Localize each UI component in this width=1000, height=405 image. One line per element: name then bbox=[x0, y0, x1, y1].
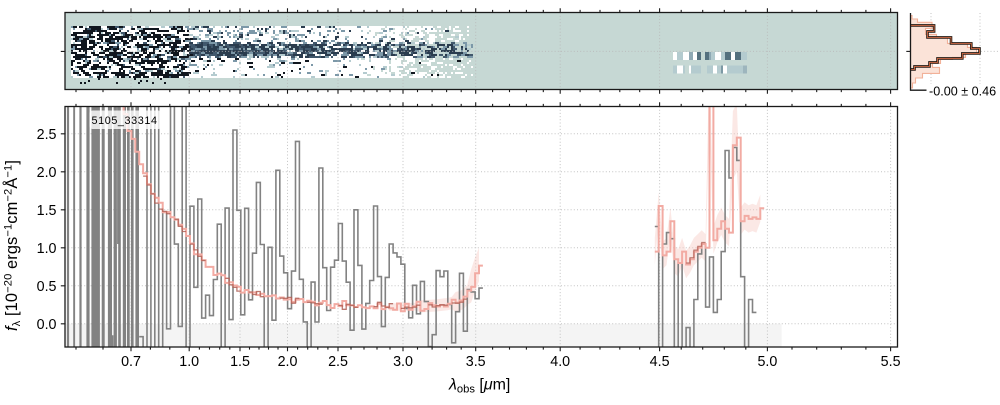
svg-text:0.7: 0.7 bbox=[121, 354, 141, 370]
svg-text:4.5: 4.5 bbox=[650, 354, 670, 370]
svg-text:-0.00 ± 0.46: -0.00 ± 0.46 bbox=[929, 85, 996, 99]
svg-text:3.0: 3.0 bbox=[393, 354, 413, 370]
svg-text:0.0: 0.0 bbox=[37, 317, 57, 333]
svg-text:λobs [μm]: λobs [μm] bbox=[448, 377, 510, 396]
svg-text:5105_33314: 5105_33314 bbox=[92, 115, 158, 127]
svg-text:5.5: 5.5 bbox=[881, 354, 901, 370]
svg-text:fλ [10−20 ergs−1cm−2Å−1]: fλ [10−20 ergs−1cm−2Å−1] bbox=[2, 160, 23, 331]
svg-text:2.5: 2.5 bbox=[37, 127, 57, 143]
svg-text:5.0: 5.0 bbox=[757, 354, 777, 370]
svg-text:0.5: 0.5 bbox=[37, 279, 57, 295]
svg-text:1.5: 1.5 bbox=[37, 203, 57, 219]
svg-text:4.0: 4.0 bbox=[550, 354, 570, 370]
svg-text:1.0: 1.0 bbox=[179, 354, 199, 370]
svg-text:3.5: 3.5 bbox=[466, 354, 486, 370]
svg-text:1.0: 1.0 bbox=[37, 241, 57, 257]
svg-text:1.5: 1.5 bbox=[230, 354, 250, 370]
svg-text:2.0: 2.0 bbox=[37, 165, 57, 181]
svg-text:2.0: 2.0 bbox=[278, 354, 298, 370]
svg-text:2.5: 2.5 bbox=[328, 354, 348, 370]
